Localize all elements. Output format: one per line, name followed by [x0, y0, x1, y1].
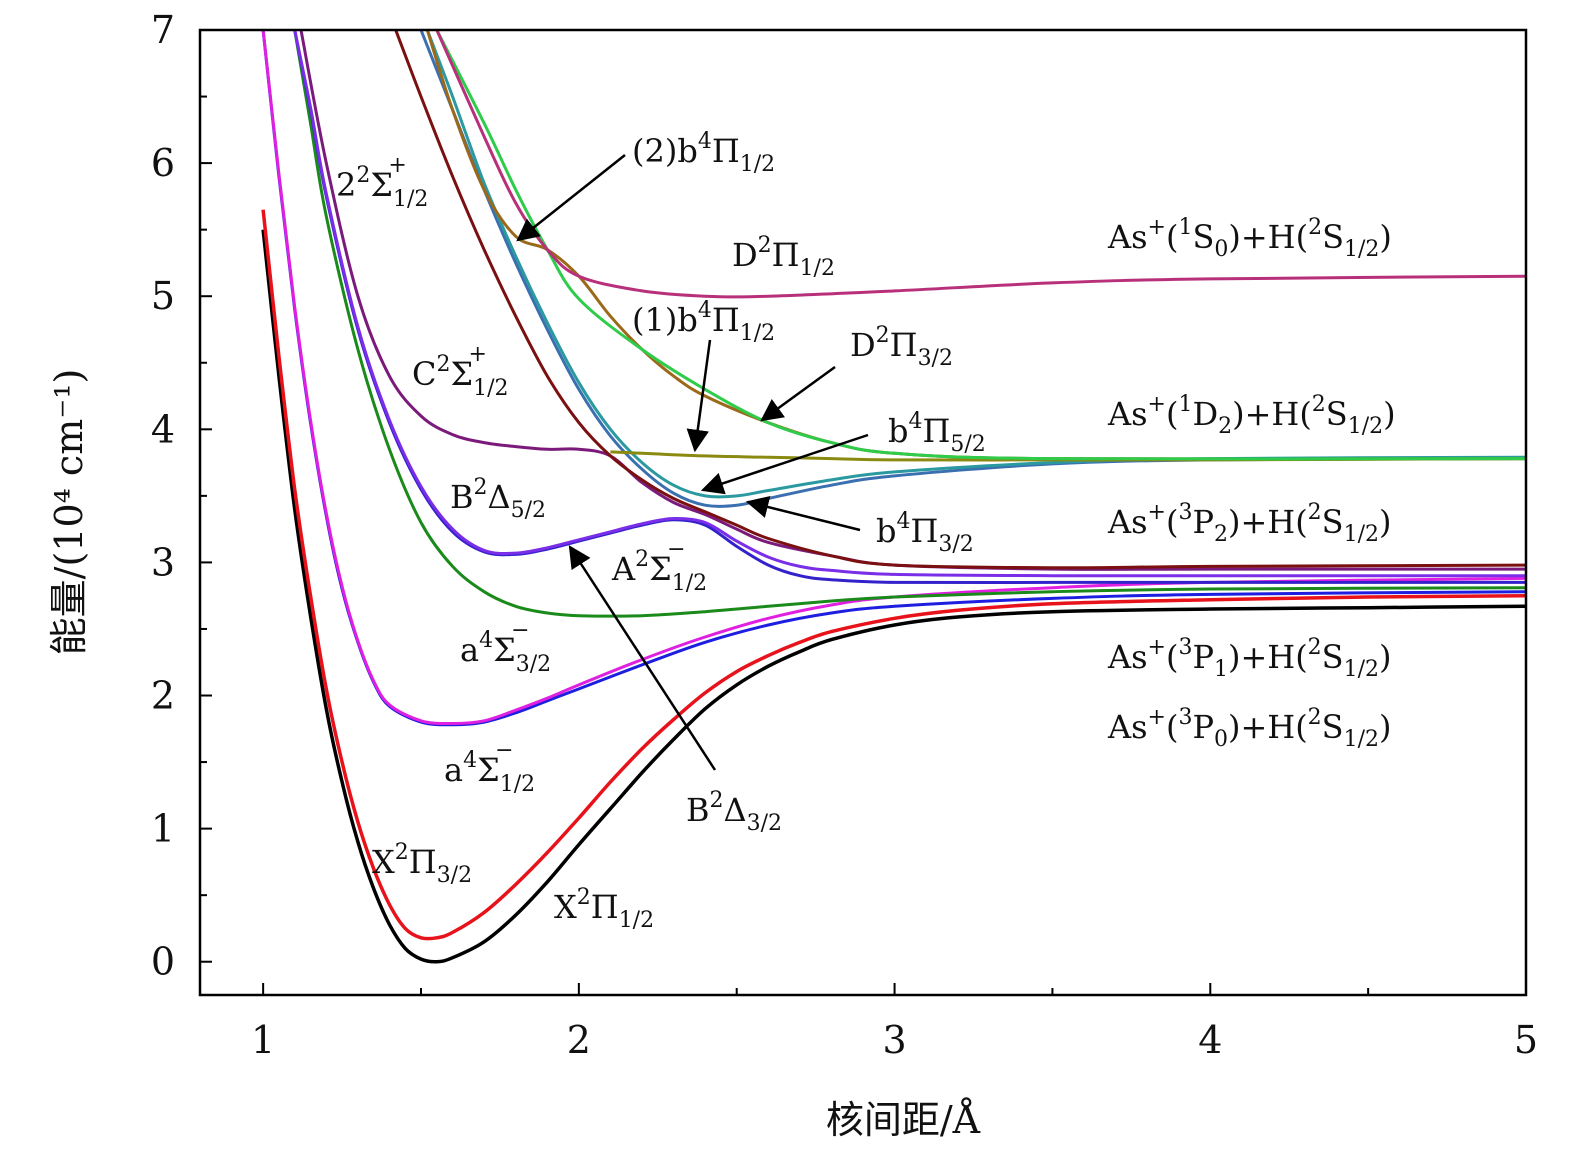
label-a4sigma12: a4Σ1/2−	[444, 738, 535, 797]
x-axis-title: 核间距/Å	[826, 1098, 981, 1142]
y-tick-label: 1	[151, 807, 175, 851]
arrow-1b4pi12	[686, 339, 712, 453]
label-b2delta52: B2Δ5/2	[450, 475, 546, 523]
series-line-6	[293, 30, 1526, 578]
asymptote-labels: As+(1S0)+H(2S1/2) As+(1D2)+H(2S1/2) As+(…	[1107, 215, 1396, 752]
series-line-14	[435, 30, 1526, 299]
annotation-arrows	[516, 154, 869, 771]
arrow-b2delta32	[568, 545, 717, 771]
y-tick-label: 2	[151, 674, 175, 718]
state-labels: (2)b4Π1/2 D2Π1/2 (1)b4Π1/2 D2Π3/2 b4Π5/2…	[336, 129, 986, 933]
x-tick-label: 1	[251, 1018, 275, 1062]
asymptote-label-3p0: As+(3P0)+H(2S1/2)	[1107, 705, 1391, 752]
label-b4pi52: b4Π5/2	[888, 409, 986, 457]
series-line-4	[293, 30, 1526, 618]
label-d2pi32: D2Π3/2	[850, 323, 953, 371]
asymptote-label-1s0: As+(1S0)+H(2S1/2)	[1107, 215, 1392, 262]
label-a4sigma32: a4Σ3/2−	[460, 618, 551, 677]
label-b2delta32: B2Δ3/2	[686, 788, 782, 836]
series-line-8	[394, 30, 1526, 570]
tick-layer: 1 2 3 4 5 0 1 2 3 4 5 6 7	[151, 8, 1538, 1062]
arrow-b4pi32	[745, 495, 861, 532]
plot-frame	[198, 28, 1528, 997]
y-tick-label: 0	[151, 940, 175, 984]
x-tick-label: 5	[1514, 1018, 1538, 1062]
x-tick-label: 4	[1198, 1018, 1222, 1062]
curve-layer	[261, 30, 1526, 964]
series-line-3	[261, 30, 1526, 726]
label-2b4pi12: (2)b4Π1/2	[632, 129, 775, 177]
asymptote-label-3p1: As+(3P1)+H(2S1/2)	[1107, 635, 1391, 682]
asymptote-label-1d2: As+(1D2)+H(2S1/2)	[1107, 392, 1396, 439]
arrow-b4pi52	[700, 433, 869, 495]
y-tick-label: 6	[151, 141, 175, 185]
arrow-2b4pi12	[516, 154, 626, 242]
asymptote-label-3p2: As+(3P2)+H(2S1/2)	[1107, 500, 1391, 547]
label-d2pi12: D2Π1/2	[732, 233, 835, 281]
label-b4pi32: b4Π3/2	[876, 509, 974, 557]
label-x2pi12: X2Π1/2	[554, 885, 654, 933]
y-tick-label: 5	[151, 274, 175, 318]
label-a2sigma12: A2Σ1/2−	[611, 537, 707, 596]
arrow-d2pi32	[760, 365, 836, 422]
y-axis-title: 能量/(10⁴ cm⁻¹)	[47, 369, 91, 656]
y-tick-label: 3	[151, 540, 175, 584]
y-tick-label: 7	[151, 8, 175, 52]
label-x2pi32: X2Π3/2	[372, 840, 472, 888]
label-c2sigma12: C2Σ1/2+	[412, 342, 509, 401]
label-1b4pi12: (1)b4Π1/2	[632, 298, 775, 346]
series-line-13	[435, 30, 1526, 461]
x-tick-label: 2	[567, 1018, 591, 1062]
x-tick-label: 3	[882, 1018, 906, 1062]
series-line-1	[261, 209, 1526, 941]
series-line-0	[261, 229, 1526, 964]
y-tick-label: 4	[151, 407, 175, 451]
label-22sigma12: 22Σ1/2+	[336, 153, 428, 212]
